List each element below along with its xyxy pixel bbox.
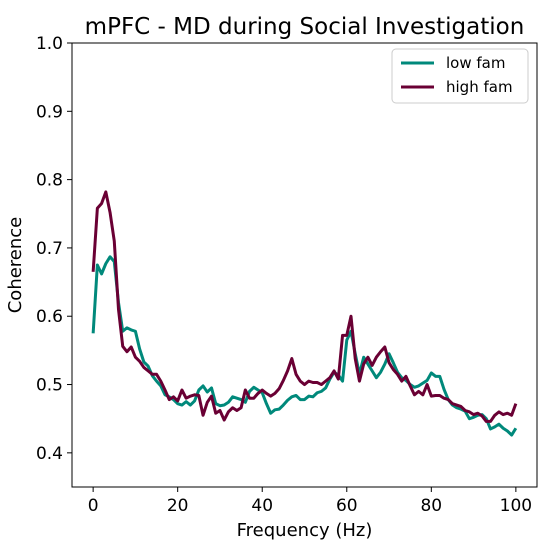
y-axis-label: Coherence <box>5 217 26 314</box>
chart-title: mPFC - MD during Social Investigation <box>85 14 525 40</box>
x-tick-label: 60 <box>336 496 358 516</box>
y-tick-label: 0.9 <box>36 102 63 122</box>
y-tick-label: 1.0 <box>36 34 63 54</box>
y-tick-label: 0.6 <box>36 307 63 327</box>
plot-area <box>71 42 538 488</box>
x-axis-label: Frequency (Hz) <box>237 520 373 541</box>
x-tick-label: 80 <box>420 496 442 516</box>
series-line-high-fam <box>91 190 518 423</box>
axes-frame <box>71 42 538 488</box>
x-axis-ticks: 0 20 40 60 80 100 <box>88 487 532 516</box>
y-axis-ticks: 0.4 0.5 0.6 0.7 0.8 0.9 1.0 <box>36 34 72 464</box>
x-tick-label: 0 <box>88 496 99 516</box>
y-tick-label: 0.4 <box>36 444 63 464</box>
legend-label-low-fam: low fam <box>446 54 505 72</box>
y-tick-label: 0.7 <box>36 239 63 259</box>
legend-label-high-fam: high fam <box>446 78 513 96</box>
x-tick-label: 20 <box>167 496 189 516</box>
legend: low fam high fam <box>391 48 529 104</box>
y-tick-label: 0.5 <box>36 376 63 396</box>
series-line-low-fam <box>91 255 518 437</box>
y-tick-label: 0.8 <box>36 171 63 191</box>
x-tick-label: 40 <box>251 496 273 516</box>
x-tick-label: 100 <box>500 496 532 516</box>
